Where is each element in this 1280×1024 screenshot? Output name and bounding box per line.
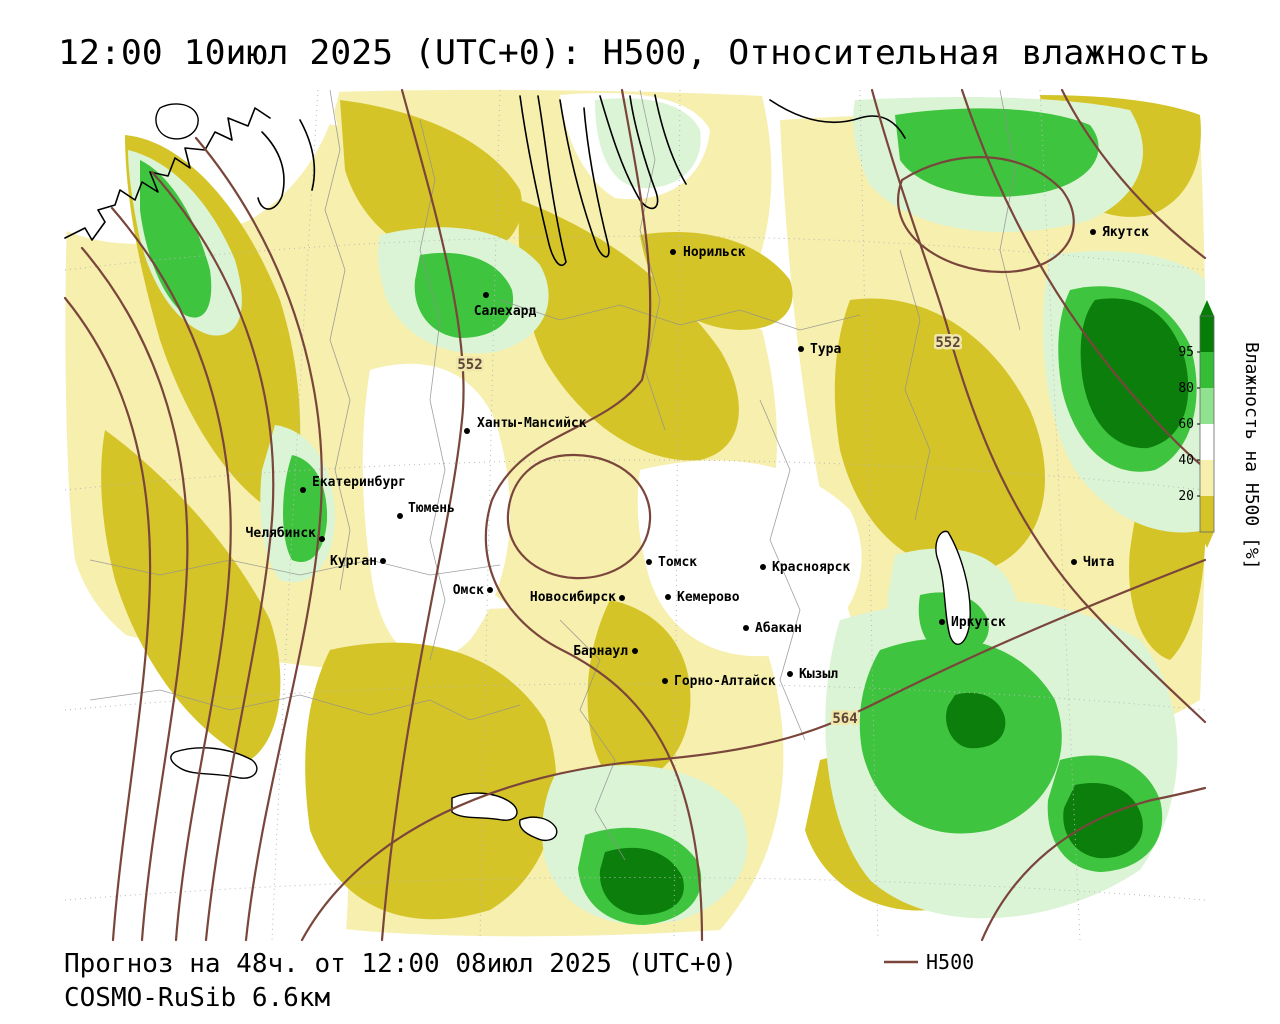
city-dot	[397, 513, 403, 519]
city-label: Кызыл	[799, 667, 838, 682]
city-dot	[319, 536, 325, 542]
island-outline	[155, 103, 199, 140]
colorbar-band	[1200, 352, 1214, 388]
city-dot	[632, 648, 638, 654]
city-dot	[646, 559, 652, 565]
colorbar-title: Влажность на H500 [%]	[1241, 342, 1262, 570]
city-label: Томск	[658, 555, 697, 570]
taz-gulf-coast	[559, 99, 610, 258]
city-label: Курган	[330, 554, 377, 569]
colorbar-band	[1200, 496, 1214, 532]
colorbar-band	[1200, 460, 1214, 496]
city-label: Иркутск	[951, 615, 1006, 630]
lake-baikal-outline	[935, 530, 971, 645]
city-dot	[380, 558, 386, 564]
contour-value-label: 552	[935, 335, 960, 351]
ob-gulf-coast	[519, 95, 567, 267]
city-dot	[1090, 229, 1096, 235]
city-label: Тура	[810, 342, 841, 357]
city-dot	[760, 564, 766, 570]
colorbar-band	[1200, 424, 1214, 460]
forecast-text: Прогноз на 48ч. от 12:00 08июл 2025 (UTC…	[64, 949, 737, 979]
colorbar-arrow-top	[1200, 300, 1214, 316]
city-dot	[665, 594, 671, 600]
city-dot	[662, 678, 668, 684]
city-label: Барнаул	[573, 644, 628, 659]
admin-borders	[89, 89, 1021, 861]
city-label: Абакан	[755, 621, 802, 636]
colorbar: 95 80 60 40 20	[1178, 300, 1215, 548]
colorbar-tick-label: 60	[1178, 417, 1194, 432]
city-dot	[619, 595, 625, 601]
map-title: 12:00 10июл 2025 (UTC+0): H500, Относите…	[58, 33, 1210, 73]
city-dot	[483, 292, 489, 298]
white-sea-coast	[257, 131, 285, 210]
city-dot	[1071, 559, 1077, 565]
colorbar-band	[1200, 388, 1214, 424]
city-dot	[939, 619, 945, 625]
h500-contours	[63, 88, 1207, 942]
coastlines	[64, 94, 971, 842]
colorbar-arrow-bottom	[1200, 532, 1214, 548]
city-dot	[743, 625, 749, 631]
colorbar-tick-label: 20	[1178, 489, 1194, 504]
city-label: Якутск	[1102, 225, 1149, 240]
city-label: Норильск	[683, 245, 746, 260]
city-dot	[300, 487, 306, 493]
model-text: COSMO-RuSib 6.6км	[64, 983, 330, 1013]
colorbar-band	[1200, 316, 1214, 352]
contour-value-label: 564	[832, 711, 857, 727]
city-dot	[487, 587, 493, 593]
city-dot	[464, 428, 470, 434]
city-dot	[670, 249, 676, 255]
colorbar-tick-label: 95	[1178, 345, 1194, 360]
lake-outline	[519, 816, 558, 842]
city-label: Омск	[453, 583, 484, 598]
city-label: Челябинск	[246, 526, 317, 541]
lake-outline	[451, 792, 518, 821]
lake-outline	[170, 747, 258, 779]
footer: Прогноз на 48ч. от 12:00 08июл 2025 (UTC…	[64, 949, 974, 1013]
city-label: Екатеринбург	[312, 475, 406, 490]
contour-labels: 552 552 564	[455, 333, 963, 730]
scandinavia-coast	[64, 107, 271, 241]
city-label: Кемерово	[677, 590, 740, 605]
city-label: Чита	[1083, 555, 1114, 570]
city-label: Тюмень	[408, 501, 455, 516]
city-markers: Норильск Якутск Салехард Тура Ханты-Мансийск…	[246, 225, 1150, 689]
humidity-field	[63, 88, 1206, 942]
colorbar-tick-label: 80	[1178, 381, 1194, 396]
city-dot	[787, 671, 793, 677]
city-label: Горно-Алтайск	[674, 674, 776, 689]
city-dot	[798, 346, 804, 352]
city-label: Салехард	[474, 304, 537, 319]
city-label: Красноярск	[772, 560, 850, 575]
city-label: Новосибирск	[530, 590, 616, 605]
city-label: Ханты-Мансийск	[477, 416, 587, 431]
h500-legend-label: H500	[926, 950, 974, 974]
yenisei-gulf-coast	[654, 94, 687, 185]
contour-value-label: 552	[457, 357, 482, 373]
taymyr-coast	[769, 99, 906, 139]
map-area: 552 552 564 Норильск Якутск Салехард Тура Хант…	[63, 88, 1211, 942]
colorbar-tick-label: 40	[1178, 453, 1194, 468]
